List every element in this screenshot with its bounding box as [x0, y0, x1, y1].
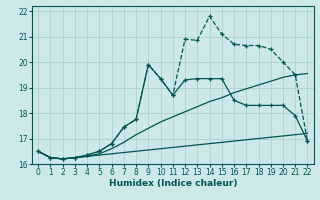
- X-axis label: Humidex (Indice chaleur): Humidex (Indice chaleur): [108, 179, 237, 188]
